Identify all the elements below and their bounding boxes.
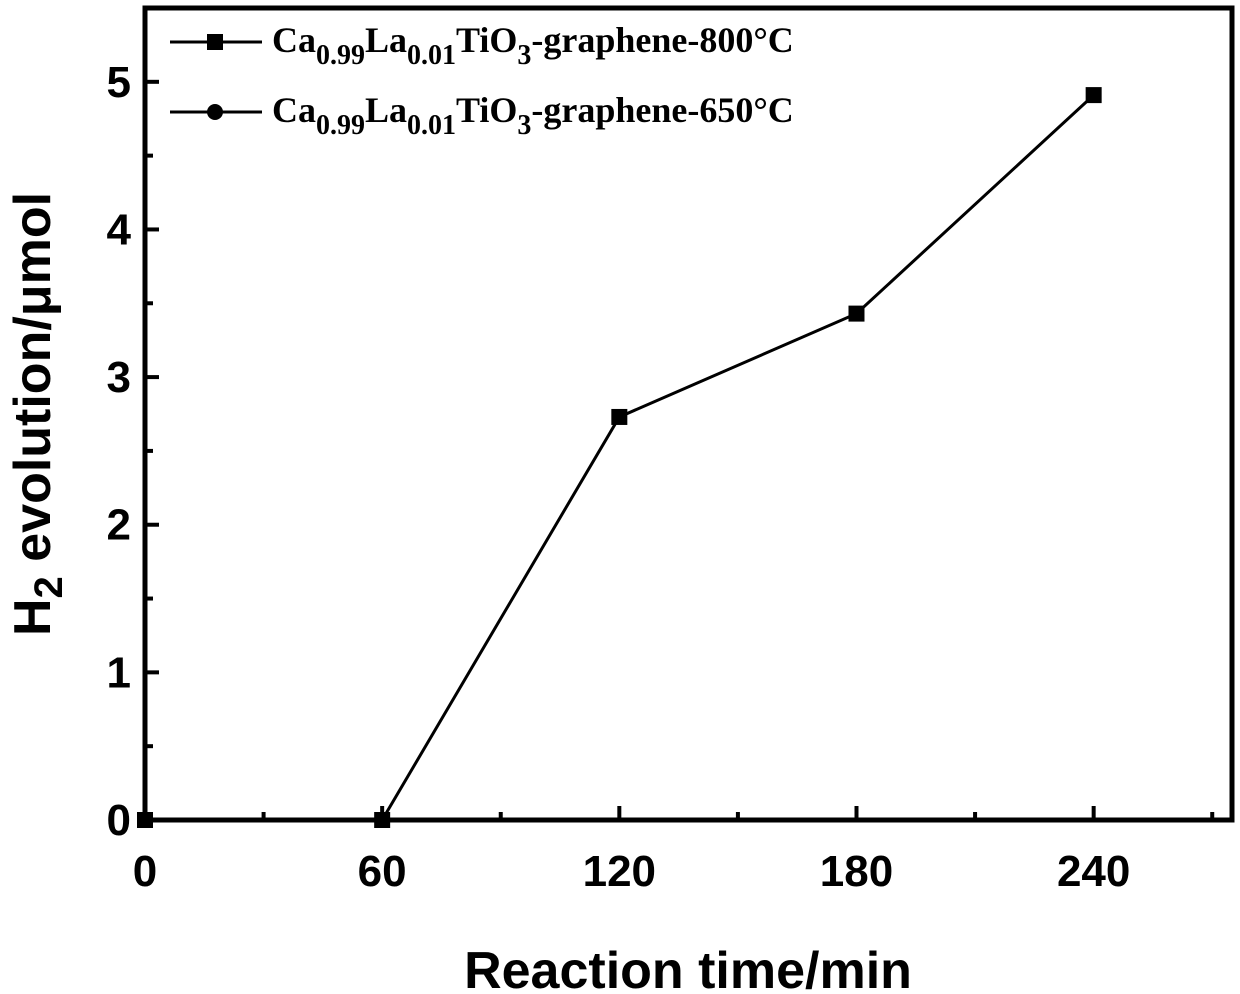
legend-circle-marker-icon xyxy=(207,104,223,120)
ticks: 0 60 120 180 240 0 1 2 3 4 5 xyxy=(107,58,1215,896)
data-point xyxy=(137,812,153,828)
series-line-0 xyxy=(145,94,1095,822)
x-axis-label: Reaction time/min xyxy=(464,942,912,994)
y-axis-label: H2 evolution/μmol xyxy=(4,192,71,636)
data-point xyxy=(374,812,391,828)
legend: Ca0.99La0.01TiO3-graphene-800°C Ca0.99La… xyxy=(170,20,794,141)
x-tick-label: 240 xyxy=(1057,847,1130,896)
legend-square-marker-icon xyxy=(207,34,223,50)
series-marks xyxy=(137,87,1102,828)
legend-label-650: Ca0.99La0.01TiO3-graphene-650°C xyxy=(272,90,794,141)
y-tick-label: 2 xyxy=(107,501,131,550)
legend-label-800: Ca0.99La0.01TiO3-graphene-800°C xyxy=(272,20,794,71)
data-point xyxy=(1085,87,1102,104)
data-point xyxy=(611,408,628,425)
data-point xyxy=(848,305,865,322)
y-tick-label: 0 xyxy=(107,796,131,845)
x-tick-label: 60 xyxy=(358,847,407,896)
axes xyxy=(142,5,1235,823)
x-tick-label: 120 xyxy=(583,847,656,896)
x-tick-label: 0 xyxy=(133,847,157,896)
y-tick-label: 4 xyxy=(107,205,132,254)
x-tick-label: 180 xyxy=(820,847,893,896)
plot-frame xyxy=(142,5,1235,823)
y-tick-label: 5 xyxy=(107,58,131,107)
y-tick-label: 1 xyxy=(107,648,131,697)
y-tick-label: 3 xyxy=(107,353,131,402)
